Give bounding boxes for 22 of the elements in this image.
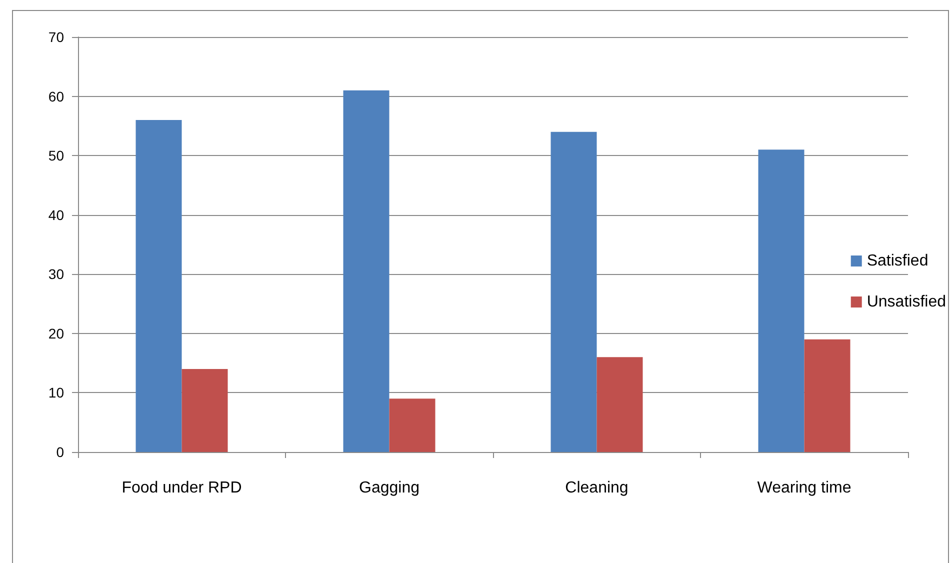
y-tick-label: 10 bbox=[48, 384, 64, 401]
bar bbox=[343, 90, 390, 452]
legend-label: Unsatisfied bbox=[866, 294, 946, 310]
bar bbox=[596, 357, 643, 452]
bar bbox=[804, 339, 850, 452]
bar bbox=[389, 398, 436, 452]
y-tick-label: 60 bbox=[48, 88, 64, 104]
bar bbox=[758, 150, 804, 452]
x-tick-label: Food under RPD bbox=[122, 480, 242, 496]
x-tick-label: Gagging bbox=[359, 480, 420, 496]
bar bbox=[182, 369, 228, 452]
x-tick-label: Cleaning bbox=[565, 480, 628, 496]
y-tick-label: 70 bbox=[48, 29, 64, 45]
y-tick-label: 20 bbox=[48, 325, 64, 342]
y-tick-label: 30 bbox=[48, 266, 64, 282]
bar bbox=[550, 132, 597, 452]
y-tick-label: 40 bbox=[48, 206, 64, 223]
y-tick-label: 50 bbox=[48, 148, 64, 164]
x-tick-label: Wearing time bbox=[757, 480, 852, 496]
legend-label: Satisfied bbox=[866, 252, 928, 270]
y-tick-label: 0 bbox=[56, 444, 64, 460]
bar bbox=[136, 120, 182, 452]
